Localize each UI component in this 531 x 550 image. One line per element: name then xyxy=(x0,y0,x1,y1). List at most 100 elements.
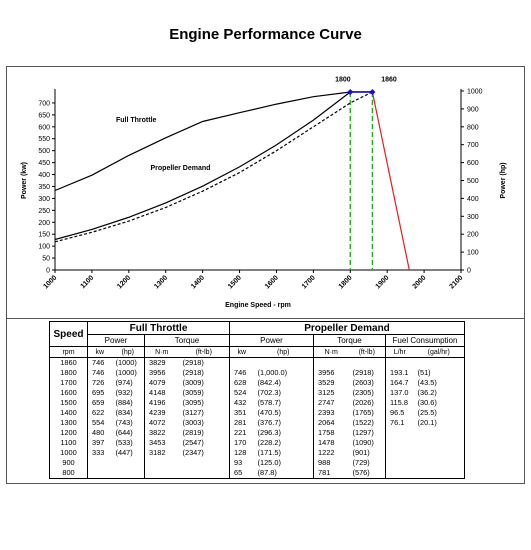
table-row: 1800 746 (1000) 3956 (2918) 746 (1,000.0) 3956 (… xyxy=(49,368,465,378)
left-tick-label: 200 xyxy=(38,220,50,227)
table-cell: 281 xyxy=(234,418,247,427)
table-cell xyxy=(386,438,414,448)
x-tick-label: 2000 xyxy=(412,274,428,290)
unit-row: rpm kw (hp) N·m (ft-lb) kw (hp) N·m (ft-lb) L/hr(… xyxy=(49,346,465,358)
table-cell xyxy=(386,458,414,468)
table-row: 800 65 (87.8) 781 (576) xyxy=(49,468,465,479)
table-cell: 1758 xyxy=(318,428,335,437)
table-cell: (2026) xyxy=(348,398,386,408)
right-tick-label: 600 xyxy=(467,160,479,167)
table-cell: (1000) xyxy=(111,368,145,378)
table-cell: 2393 xyxy=(318,408,335,417)
table-cell: (1,000.0) xyxy=(253,368,314,378)
table-cell: 554 xyxy=(92,418,105,427)
table-row: 1000 333 (447) 3182 (2347) 128 (171.5) 1222 (901… xyxy=(49,448,465,458)
table-cell: 726 xyxy=(92,378,105,387)
table-cell xyxy=(178,458,230,468)
table-cell xyxy=(144,468,179,479)
table-cell xyxy=(314,358,349,369)
table-body: 1860 746 (1000) 3829 (2918) 1800 746 (1000) 3956… xyxy=(49,357,465,479)
table-cell: 93 xyxy=(234,458,243,467)
x-tick-label: 1600 xyxy=(264,274,280,290)
x-tick-label: 1200 xyxy=(116,274,132,290)
x-tick-label: 1400 xyxy=(190,274,206,290)
table-cell xyxy=(178,468,230,479)
unit-label: N·m xyxy=(144,346,179,358)
table-cell: 988 xyxy=(318,458,331,467)
page-title: Engine Performance Curve xyxy=(169,26,362,43)
x-tick-label: 1900 xyxy=(375,274,391,290)
table-cell: (2305) xyxy=(348,388,386,398)
table-cell: 76.1 xyxy=(390,418,405,427)
table-cell: (932) xyxy=(111,388,145,398)
table-row: 1500 659 (884) 4196 (3095) 432 (578.7) 2747 (202… xyxy=(49,398,465,408)
table-cell: 96.5 xyxy=(390,408,405,417)
series-line xyxy=(371,91,410,271)
table-cell: 115.8 xyxy=(390,398,408,407)
engine-performance-chart: 0 50 100 150 200 250 300 350 400 450 500 550 600 650 7… xyxy=(21,76,507,309)
table-cell: 4239 xyxy=(149,408,166,417)
left-tick-label: 650 xyxy=(38,112,50,119)
table-cell: 1100 xyxy=(49,438,88,448)
table-row: 900 93 (125.0) 988 (729) xyxy=(49,458,465,468)
unit-label: (hp) xyxy=(111,346,145,358)
x-tick-label: 1800 xyxy=(338,274,354,290)
table-cell: (376.7) xyxy=(253,418,314,428)
table-cell: 3956 xyxy=(318,368,335,377)
table-cell: (447) xyxy=(111,448,145,458)
table-cell: 2064 xyxy=(318,418,335,427)
table-cell: 1478 xyxy=(318,438,335,447)
table-cell: (3059) xyxy=(178,388,230,398)
table-cell: 4148 xyxy=(149,388,166,397)
table-cell: (2347) xyxy=(178,448,230,458)
x-tick-label: 1000 xyxy=(42,274,58,290)
x-tick-label: 1100 xyxy=(80,274,96,290)
table-cell: 1600 xyxy=(49,388,88,398)
table-frame xyxy=(6,318,525,484)
table-cell: 3182 xyxy=(149,448,166,457)
table-cell: (842.4) xyxy=(253,378,314,388)
left-axis-title: Power (kw) xyxy=(21,162,28,199)
rated-point-marker xyxy=(347,88,354,95)
series-line xyxy=(54,91,373,192)
table-cell: 164.7 xyxy=(390,378,409,387)
unit-label: (hp) xyxy=(253,346,314,358)
right-tick-label: 200 xyxy=(467,232,479,239)
table-cell: 432 xyxy=(234,398,247,407)
table-cell xyxy=(87,468,112,479)
x-tick-label: 1300 xyxy=(153,274,169,290)
table-cell: 1800 xyxy=(49,368,88,378)
table-cell: (2603) xyxy=(348,378,386,388)
table-cell: 1300 xyxy=(49,418,88,428)
table-cell: 3829 xyxy=(149,358,166,367)
table-row: 1100 397 (533) 3453 (2547) 170 (228.2) 1478 (109… xyxy=(49,438,465,448)
table-cell: 3956 xyxy=(149,368,166,377)
left-tick-label: 50 xyxy=(42,256,50,263)
right-tick-label: 500 xyxy=(467,178,479,185)
table-cell: (25.5) xyxy=(413,408,465,418)
table-cell: 1700 xyxy=(49,378,88,388)
performance-table: Speed Full Throttle Propeller Demand Pow… xyxy=(49,321,465,479)
table-cell: 1222 xyxy=(318,448,335,457)
table-row: 1300 554 (743) 4072 (3003) 281 (376.7) 2064 (152… xyxy=(49,418,465,428)
table-cell: 193.1 xyxy=(390,368,409,377)
table-cell: 3125 xyxy=(318,388,335,397)
table-cell: 4079 xyxy=(149,378,166,387)
left-tick-label: 0 xyxy=(46,268,50,275)
table-cell: 137.0 xyxy=(390,388,409,397)
table-cell: (1090) xyxy=(348,438,386,448)
table-cell: 781 xyxy=(313,468,349,479)
series-line xyxy=(54,91,373,243)
table-row: 1860 746 (1000) 3829 (2918) xyxy=(49,357,465,369)
header-pd-torque: Torque xyxy=(313,334,386,347)
x-tick-label: 1500 xyxy=(227,274,243,290)
table-row: 1600 695 (932) 4148 (3059) 524 (702.3) 3125 (230… xyxy=(49,388,465,398)
chart-annotation: 1860 xyxy=(381,76,397,83)
left-tick-label: 450 xyxy=(38,160,50,167)
left-tick-label: 500 xyxy=(38,148,50,155)
table-cell xyxy=(413,357,465,368)
unit-label: kw xyxy=(87,346,112,358)
table-cell xyxy=(230,358,254,369)
table-cell: (3003) xyxy=(178,418,230,428)
table-cell: (884) xyxy=(111,398,145,408)
